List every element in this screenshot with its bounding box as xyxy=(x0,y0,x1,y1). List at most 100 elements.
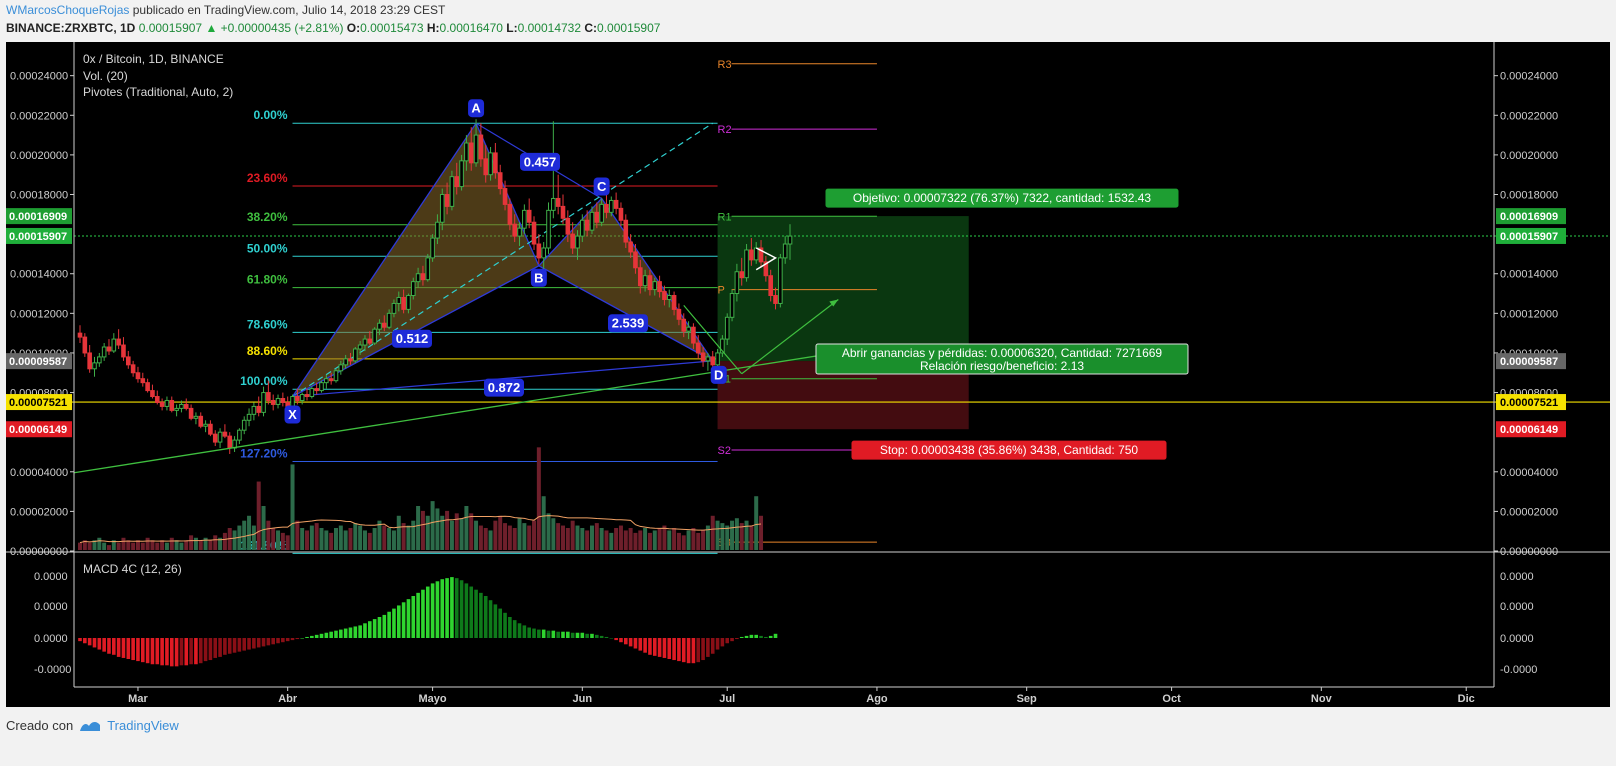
candle xyxy=(150,384,155,399)
y-tick-left: 0.00004000 xyxy=(10,467,68,479)
candle-body xyxy=(609,199,614,213)
volume-bar xyxy=(652,530,657,550)
candle xyxy=(565,210,571,243)
macd-bar xyxy=(87,638,92,646)
candle xyxy=(526,198,532,229)
pivot-label: S2 xyxy=(718,445,731,457)
candle-body xyxy=(637,267,643,287)
candle xyxy=(575,230,580,260)
candle-body xyxy=(174,407,179,411)
candle-body xyxy=(338,364,344,372)
author-link[interactable]: WMarcosChoqueRojas xyxy=(6,3,130,17)
candle-body xyxy=(720,338,725,354)
candle-body xyxy=(275,398,281,405)
candle xyxy=(623,214,629,248)
macd-bar xyxy=(121,638,126,658)
volume-bar xyxy=(290,464,295,550)
volume-bar xyxy=(628,528,633,550)
volume-bar xyxy=(527,525,532,550)
volume-bar xyxy=(78,542,82,550)
badge-bg xyxy=(593,177,610,196)
macd-bar xyxy=(657,638,662,657)
macd-bar xyxy=(686,638,691,664)
price-chart[interactable]: 0.00% 23.60% 38.20% 50.00% 61.80% 78.60% 88.60… xyxy=(6,42,1610,707)
macd-bar xyxy=(440,579,445,638)
volume-bar xyxy=(720,523,725,550)
macd-bar xyxy=(450,577,454,638)
macd-bar xyxy=(92,638,97,648)
volume-bar xyxy=(667,530,672,550)
macd-bar xyxy=(223,638,227,655)
x-tick-label: Abr xyxy=(278,693,298,705)
volume-bar xyxy=(522,523,527,550)
macd-bar xyxy=(266,638,271,646)
tag-text: Relación riesgo/beneficio: 2.13 xyxy=(920,359,1084,373)
fib-label: 61.80% xyxy=(247,273,288,287)
candle-body xyxy=(101,346,107,358)
volume-bar xyxy=(744,520,749,550)
candle-body xyxy=(145,382,150,392)
macd-bar xyxy=(759,635,763,638)
candle-body xyxy=(348,358,353,362)
badge-bg xyxy=(520,152,560,171)
macd-bar xyxy=(672,638,676,661)
macd-bar xyxy=(97,638,102,650)
y-tick-right: 0.00004000 xyxy=(1500,467,1558,479)
volume-bar xyxy=(87,542,92,550)
candle xyxy=(324,374,329,389)
candle-body xyxy=(652,281,658,291)
volume-bar xyxy=(454,513,459,550)
macd-bar xyxy=(662,638,667,658)
candle-body xyxy=(676,308,682,320)
candle xyxy=(584,210,590,237)
candle xyxy=(106,339,112,355)
candle-body xyxy=(526,209,532,223)
volume-bar xyxy=(203,537,208,550)
macd-bar xyxy=(566,631,570,638)
macd-bar xyxy=(739,636,744,638)
macd-tick-right: 0.0000 xyxy=(1500,601,1534,613)
candle xyxy=(319,380,324,393)
candle xyxy=(541,242,546,270)
candle-body xyxy=(768,275,773,297)
macd-bar xyxy=(247,638,251,650)
candle-body xyxy=(763,261,769,277)
volume-bar xyxy=(734,518,739,550)
macd-bar xyxy=(503,612,507,638)
tradingview-link[interactable]: TradingView xyxy=(107,718,179,733)
volume-bar xyxy=(358,525,363,550)
low-value: 0.00014732 xyxy=(517,21,582,35)
volume-bar xyxy=(377,520,382,550)
candle-body xyxy=(715,352,720,366)
candle xyxy=(222,424,228,439)
candle xyxy=(299,392,305,405)
macd-bar xyxy=(155,638,160,665)
macd-tick-right: -0.0000 xyxy=(1500,664,1537,676)
macd-bar xyxy=(623,638,628,645)
candle-body xyxy=(396,296,402,304)
macd-bar xyxy=(512,620,517,638)
candle-body xyxy=(280,398,286,403)
volume-bar xyxy=(507,525,512,550)
candle-body xyxy=(468,142,474,164)
x-tick-label: Dic xyxy=(1458,693,1475,705)
candle xyxy=(338,360,344,375)
candle-body xyxy=(154,396,160,403)
macd-bar xyxy=(570,632,575,638)
macd-bar xyxy=(768,635,773,638)
up-arrow-icon: ▲ xyxy=(205,21,218,35)
volume-bar xyxy=(715,520,720,550)
candle xyxy=(328,372,334,385)
volume-bar xyxy=(106,545,111,550)
candle-body xyxy=(97,356,102,364)
candle-body xyxy=(116,338,121,346)
volume-bar xyxy=(135,540,140,550)
volume-bar xyxy=(362,530,367,550)
macd-bar xyxy=(459,580,464,638)
candle xyxy=(483,144,489,183)
candle xyxy=(266,380,271,405)
target-zone xyxy=(717,216,969,362)
point-x-label: X xyxy=(284,405,301,424)
candle xyxy=(270,394,276,411)
point-d-label: D xyxy=(710,365,727,384)
